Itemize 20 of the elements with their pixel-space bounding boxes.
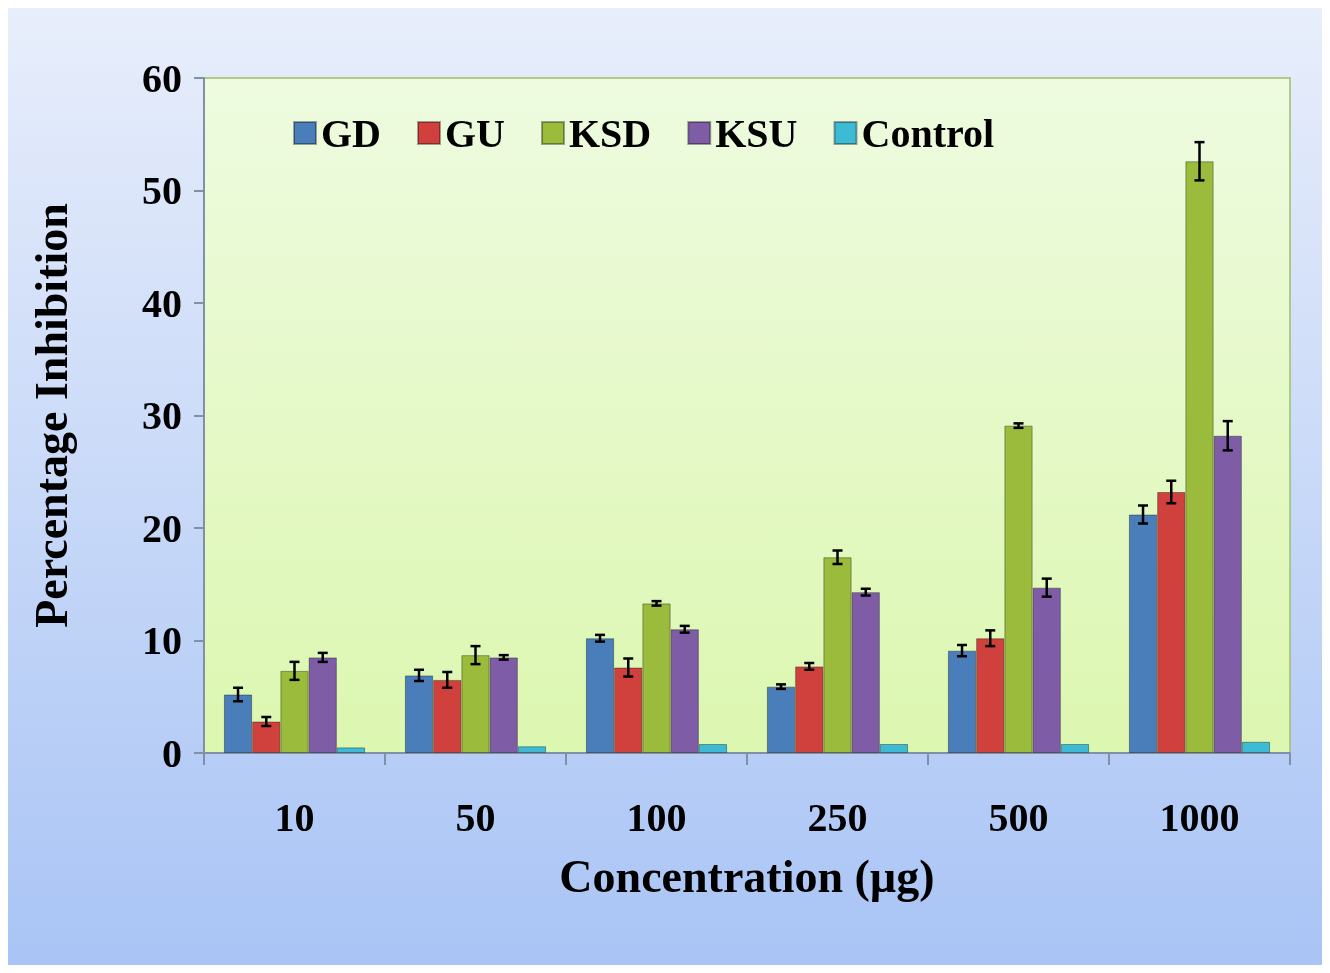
- y-tick-label: 20: [142, 505, 182, 551]
- legend-label: KSD: [569, 110, 652, 156]
- x-tick-label: 10: [274, 794, 315, 840]
- y-axis-title: Percentage Inhibition: [25, 203, 77, 628]
- legend-label: GU: [445, 110, 505, 156]
- x-tick-label: 50: [455, 794, 496, 840]
- legend-label: Control: [861, 110, 995, 156]
- y-tick-label: 0: [162, 730, 182, 776]
- y-tick-label: 60: [142, 55, 182, 101]
- y-tick-label: 10: [142, 618, 182, 663]
- legend-label: GD: [321, 110, 381, 156]
- y-tick-label: 50: [142, 168, 182, 213]
- x-axis-title: Concentration (µg): [559, 850, 935, 902]
- x-tick-label: 500: [988, 794, 1049, 840]
- x-tick-label: 1000: [1159, 794, 1240, 840]
- y-tick-label: 30: [142, 393, 182, 438]
- y-tick-label: 40: [142, 280, 182, 326]
- x-tick-label: 100: [626, 794, 687, 840]
- legend-label: KSU: [715, 110, 798, 156]
- x-tick-label: 250: [807, 794, 868, 840]
